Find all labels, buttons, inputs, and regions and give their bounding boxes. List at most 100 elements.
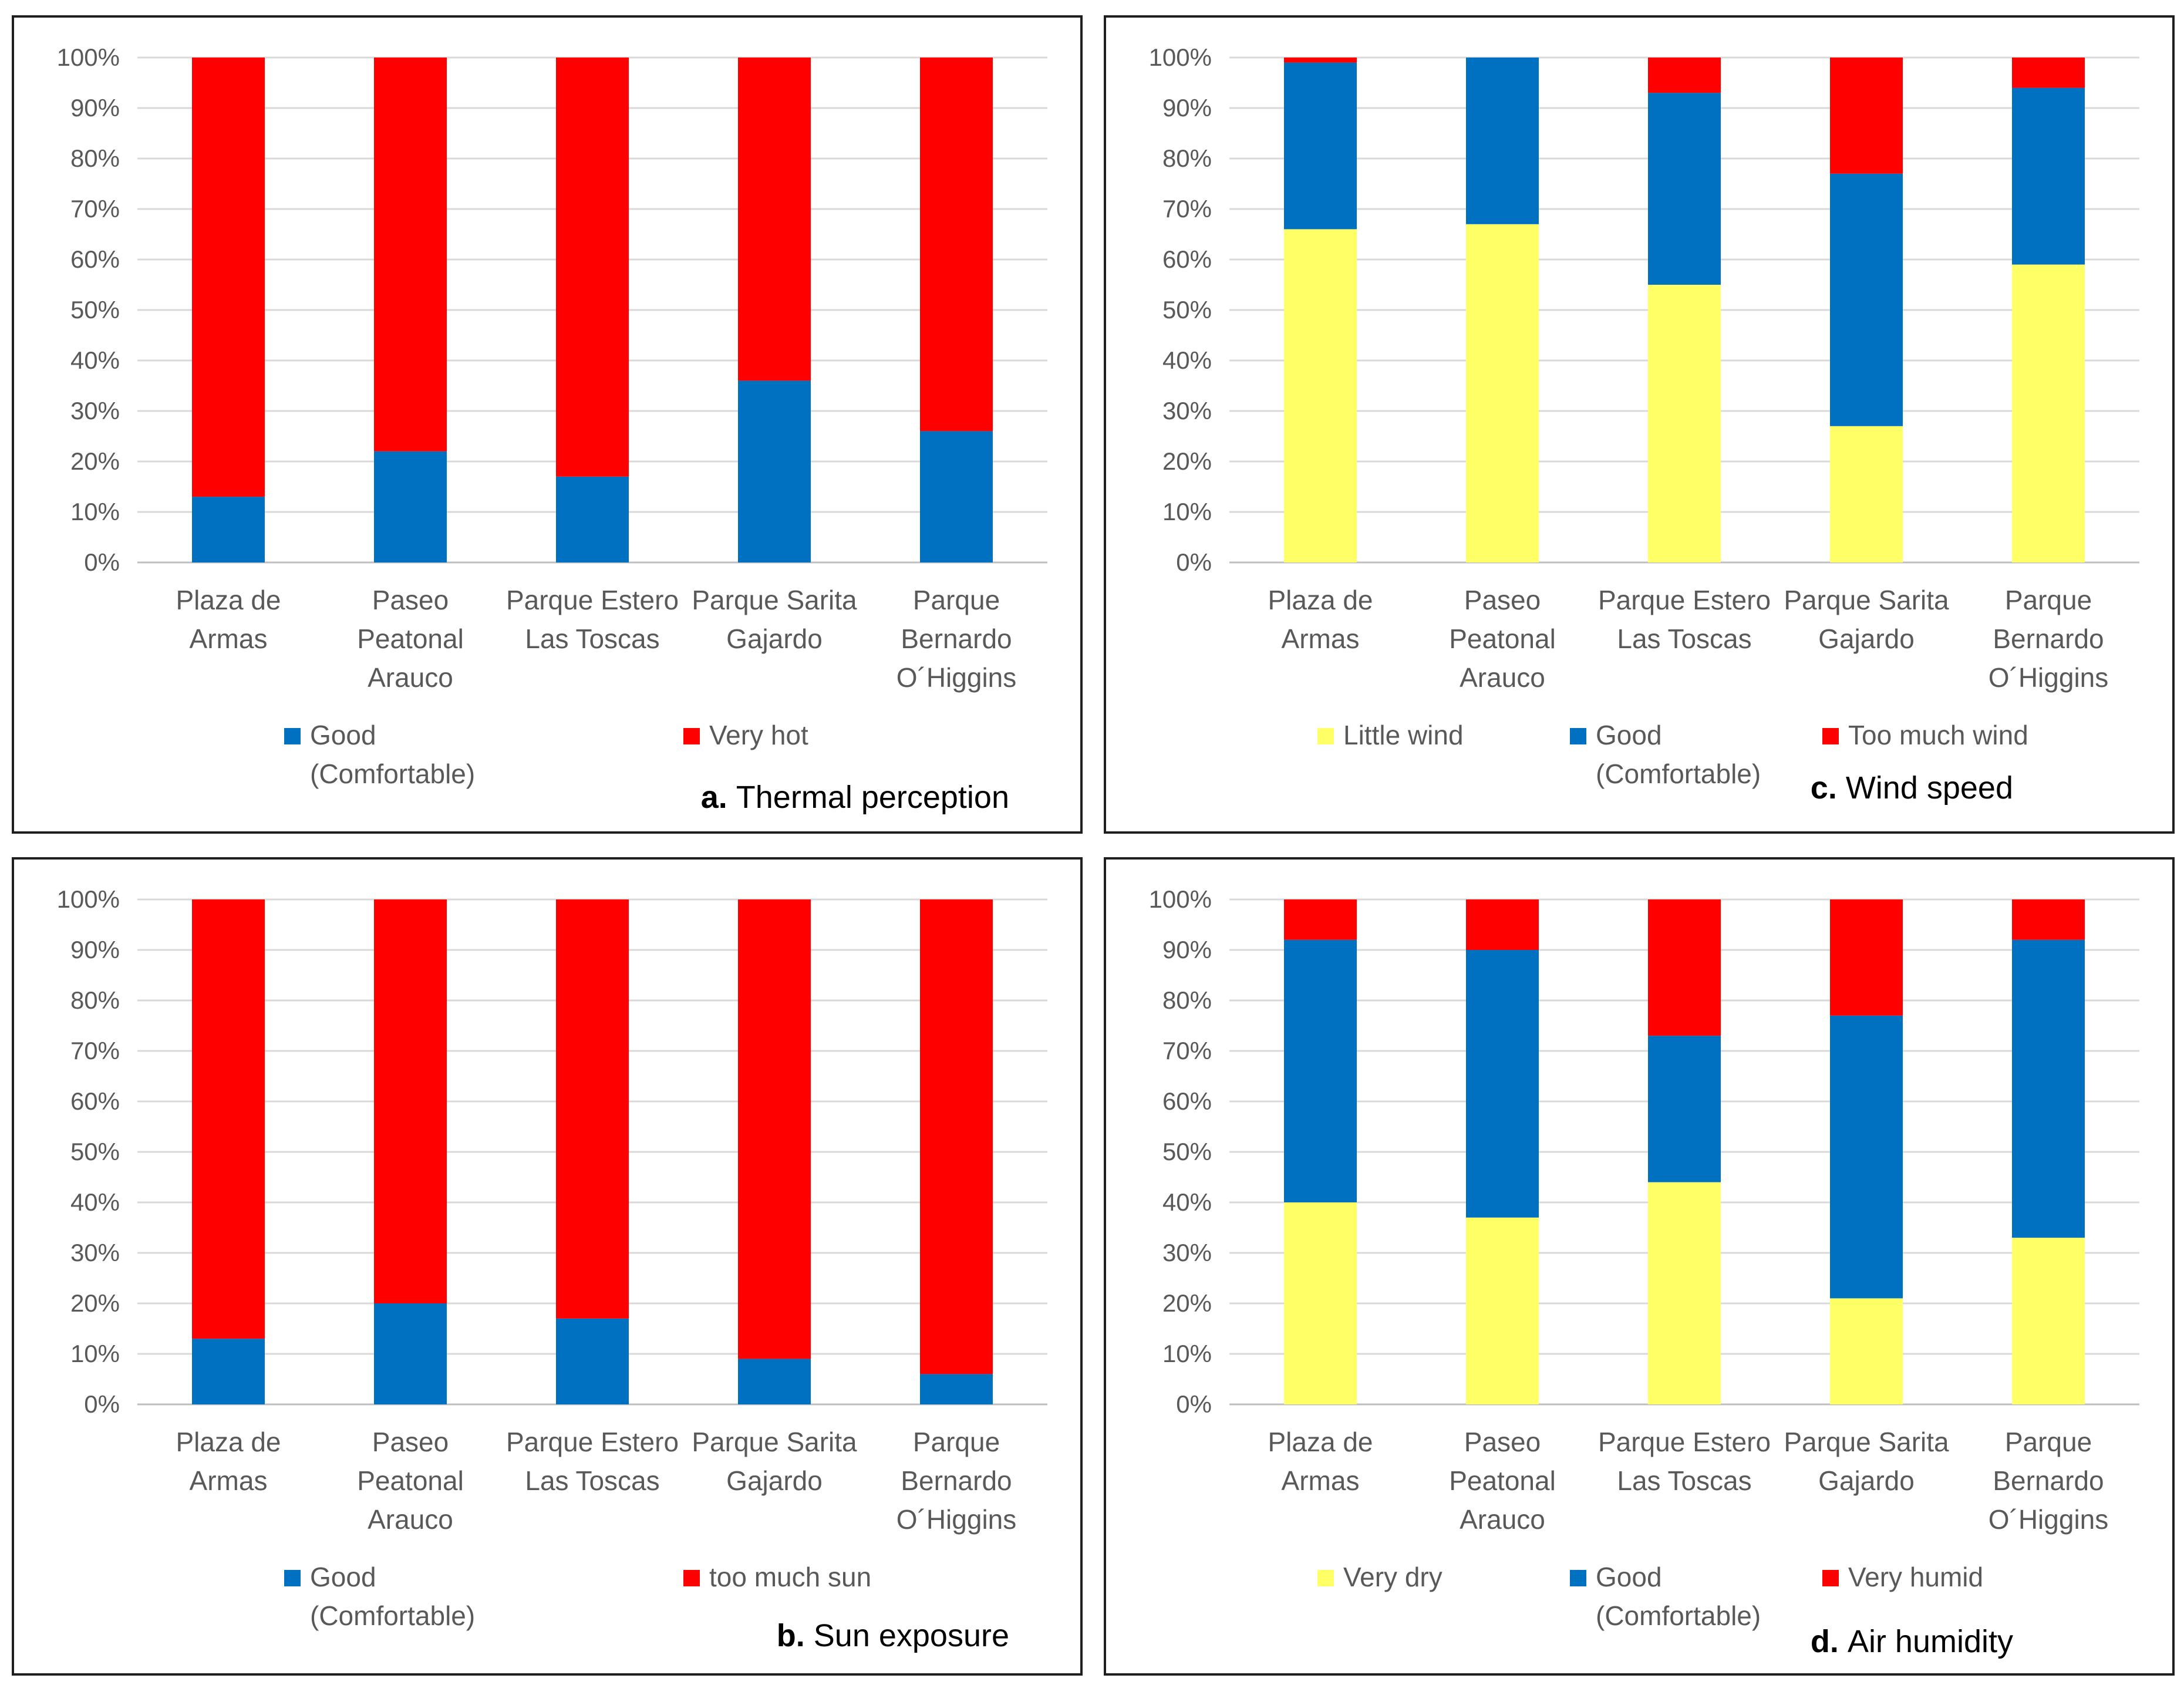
bar-too-much-sun-3 [556, 899, 629, 1319]
y-tick-label: 40% [1162, 1188, 1212, 1216]
bar-very-dry-5 [2012, 1238, 2085, 1404]
x-category-label: Parque Bernardo O´Higgins [1988, 1427, 2109, 1535]
legend-swatch-too-much-wind [1822, 728, 1839, 744]
bar-too-much-sun-1 [192, 899, 265, 1339]
y-tick-label: 90% [1162, 94, 1212, 122]
chart-panel-thermal-perception: 0% 10% 20% 30% 40% 50% 60% 70% 80% 90% 100% Plaza d… [12, 15, 1083, 834]
chart-caption: d. Air humidity [1811, 1624, 2013, 1659]
chart-caption: a. Thermal perception [701, 780, 1009, 815]
bar-very-humid-4 [1830, 899, 1903, 1016]
y-tick-label: 90% [1162, 936, 1212, 963]
y-tick-label: 30% [1162, 1239, 1212, 1266]
chart-caption: c. Wind speed [1811, 770, 2013, 806]
legend-label-too-much-wind: Too much wind [1848, 720, 2028, 750]
y-tick-label: 100% [57, 43, 120, 71]
bar-too-much-wind-3 [1648, 58, 1721, 93]
bar-good-comfortable-5 [2012, 939, 2085, 1238]
x-category-label: Parque Sarita Gajardo [692, 585, 857, 654]
y-tick-label: 70% [1162, 195, 1212, 223]
legend-swatch-little-wind [1317, 728, 1334, 744]
bar-too-much-sun-5 [920, 899, 993, 1374]
bar-very-hot-1 [192, 58, 265, 497]
bar-little-wind-5 [2012, 264, 2085, 562]
y-tick-label: 60% [1162, 1087, 1212, 1115]
y-tick-label: 20% [1162, 447, 1212, 475]
bar-good-comfortable-1 [1284, 62, 1357, 230]
legend-swatch-good-comfortable [284, 728, 301, 744]
bar-good-comfortable-3 [556, 1318, 629, 1404]
y-tick-label: 100% [57, 885, 120, 913]
bar-good-comfortable-2 [1466, 58, 1539, 224]
chart-panel-sun-exposure: 0% 10% 20% 30% 40% 50% 60% 70% 80% 90% 100% Plaza d… [12, 857, 1083, 1676]
x-category-label: Parque Estero Las Toscas [506, 585, 679, 654]
bar-good-comfortable-1 [192, 1339, 265, 1404]
bar-very-humid-2 [1466, 899, 1539, 950]
y-tick-label: 50% [1162, 1138, 1212, 1165]
y-tick-label: 10% [70, 1340, 120, 1367]
legend: Good (Comfortable) Very hot [284, 720, 808, 789]
legend-label-very-dry: Very dry [1343, 1562, 1442, 1592]
x-category-label: Paseo Peatonal Arauco [1449, 1427, 1556, 1535]
legend-label-good-comfortable: Good (Comfortable) [310, 1562, 475, 1631]
y-tick-label: 50% [70, 1138, 120, 1165]
y-tick-label: 30% [70, 397, 120, 424]
bar-very-hot-5 [920, 58, 993, 432]
x-category-label: Parque Bernardo O´Higgins [896, 1427, 1017, 1535]
x-category-label: Plaza de Armas [1268, 1427, 1373, 1496]
legend-swatch-very-humid [1822, 1570, 1839, 1586]
bar-good-comfortable-5 [920, 1374, 993, 1404]
y-tick-label: 30% [70, 1239, 120, 1266]
bar-very-hot-3 [556, 58, 629, 477]
y-tick-label: 80% [70, 144, 120, 172]
bar-very-dry-2 [1466, 1217, 1539, 1404]
legend-label-good-comfortable: Good (Comfortable) [1596, 720, 1761, 789]
legend-swatch-very-hot [683, 728, 700, 744]
bar-very-dry-4 [1830, 1298, 1903, 1404]
y-tick-label: 40% [70, 1188, 120, 1216]
y-tick-label: 60% [70, 1087, 120, 1115]
bar-good-comfortable-4 [1830, 173, 1903, 426]
legend-label-very-humid: Very humid [1848, 1562, 1983, 1592]
y-tick-label: 0% [84, 1390, 120, 1418]
bar-good-comfortable-1 [1284, 939, 1357, 1202]
y-tick-label: 20% [70, 447, 120, 475]
y-tick-label: 30% [1162, 397, 1212, 424]
x-category-label: Paseo Peatonal Arauco [1449, 585, 1556, 693]
bar-good-comfortable-4 [1830, 1015, 1903, 1299]
bar-very-hot-4 [738, 58, 811, 381]
bar-very-dry-1 [1284, 1202, 1357, 1404]
y-tick-label: 50% [1162, 296, 1212, 323]
y-tick-label: 0% [1176, 548, 1212, 576]
chart-air-humidity: 0% 10% 20% 30% 40% 50% 60% 70% 80% 90% 100% Plaza d… [1149, 885, 2139, 1659]
bar-too-much-sun-2 [374, 899, 447, 1303]
y-tick-label: 50% [70, 296, 120, 323]
y-tick-label: 90% [70, 936, 120, 963]
y-tick-label: 80% [1162, 986, 1212, 1014]
legend: Little wind Good (Comfortable) Too much win… [1317, 720, 2028, 789]
y-tick-label: 10% [1162, 498, 1212, 525]
y-tick-label: 70% [70, 195, 120, 223]
bar-good-comfortable-5 [920, 431, 993, 562]
bar-little-wind-2 [1466, 224, 1539, 562]
y-tick-label: 40% [70, 346, 120, 374]
x-category-label: Parque Estero Las Toscas [506, 1427, 679, 1496]
x-category-label: Parque Bernardo O´Higgins [896, 585, 1017, 693]
bar-good-comfortable-3 [556, 476, 629, 562]
y-tick-label: 70% [70, 1037, 120, 1064]
bar-good-comfortable-2 [1466, 950, 1539, 1218]
y-tick-label: 20% [70, 1289, 120, 1317]
x-category-label: Plaza de Armas [176, 1427, 281, 1496]
chart-panel-air-humidity: 0% 10% 20% 30% 40% 50% 60% 70% 80% 90% 100% Plaza d… [1104, 857, 2175, 1676]
y-tick-label: 20% [1162, 1289, 1212, 1317]
bar-too-much-sun-4 [738, 899, 811, 1359]
x-category-label: Parque Sarita Gajardo [1784, 585, 1949, 654]
bar-good-comfortable-4 [738, 380, 811, 562]
bar-very-humid-1 [1284, 899, 1357, 940]
y-tick-label: 90% [70, 94, 120, 122]
y-tick-label: 100% [1149, 885, 1212, 913]
chart-caption: b. Sun exposure [777, 1618, 1009, 1653]
bar-too-much-wind-5 [2012, 58, 2085, 88]
legend-label-good-comfortable: Good (Comfortable) [310, 720, 475, 789]
bar-good-comfortable-3 [1648, 1036, 1721, 1182]
legend-label-good-comfortable: Good (Comfortable) [1596, 1562, 1761, 1631]
